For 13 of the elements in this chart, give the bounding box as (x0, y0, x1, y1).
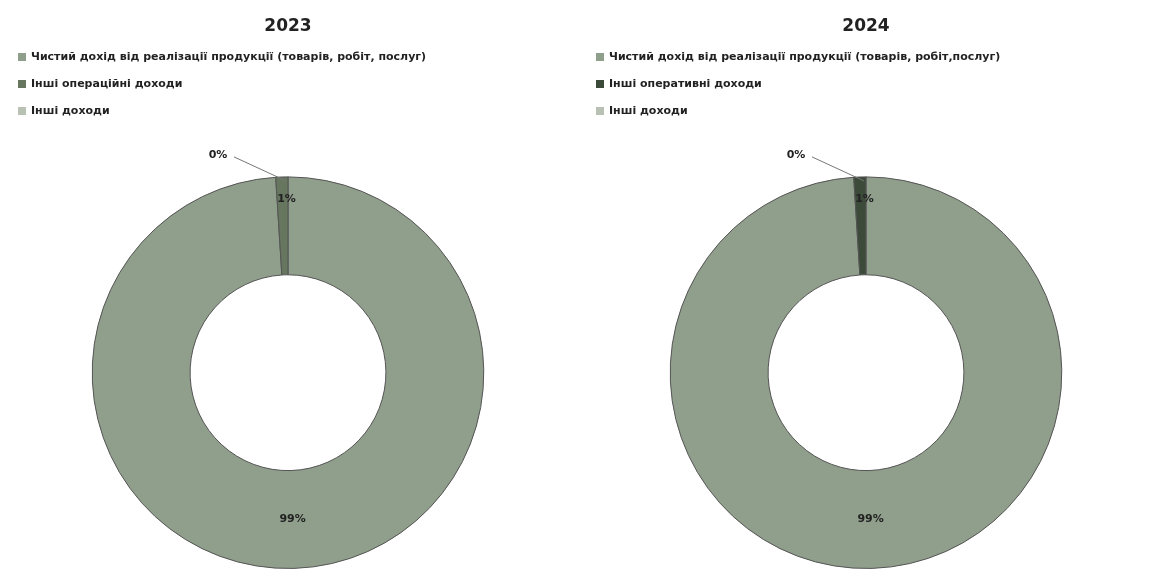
legend-label: Чистий дохід від реалізації продукції (товарів, робіт, послуг) (31, 50, 427, 63)
chart-title: 2023 (264, 14, 312, 35)
chart-title: 2024 (842, 14, 890, 35)
data-label: 99% (279, 512, 306, 526)
legend-label: Інші операційні доходи (31, 77, 183, 90)
data-label: 99% (857, 512, 884, 526)
text: 0% (786, 147, 806, 161)
legend-label: Інші оперативні доходи (609, 77, 762, 90)
legend-label: Чистий дохід від реалізації продукції (товарів, робіт,послуг) (609, 50, 1001, 63)
text: 0% (208, 147, 228, 161)
data-label: 1% (277, 191, 296, 205)
legend-label: Інші доходи (609, 104, 688, 117)
legend-label: Інші доходи (31, 104, 110, 117)
